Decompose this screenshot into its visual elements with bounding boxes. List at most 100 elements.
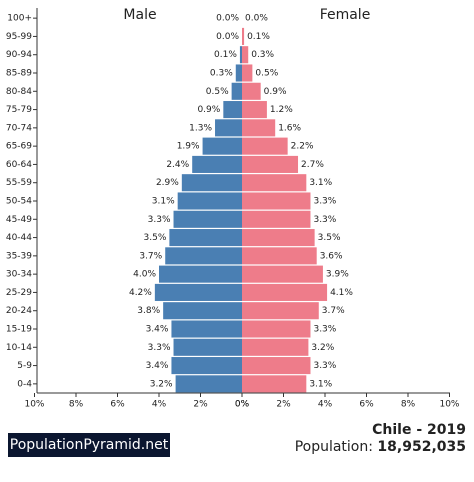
female-bar [242, 265, 323, 283]
female-bar [242, 375, 307, 393]
y-tick-label: 75-79 [6, 105, 32, 115]
x-tick-label: 4% [318, 400, 333, 410]
value-label: 3.2% [150, 379, 173, 389]
male-bar [169, 229, 242, 247]
value-label: 1.6% [278, 123, 301, 133]
female-bar [242, 119, 276, 137]
y-tick-label: 20-24 [6, 306, 32, 316]
chart-title: Chile - 2019 [372, 422, 466, 438]
value-label: 3.1% [309, 379, 332, 389]
value-label: 2.2% [291, 142, 314, 152]
x-tick-label: 2% [276, 400, 291, 410]
female-bar [242, 46, 249, 64]
male-bar [175, 375, 242, 393]
legend-male: Male [123, 7, 156, 23]
source: PopulationPyramid.net [10, 437, 169, 453]
value-label: 3.3% [313, 215, 336, 225]
value-label: 3.4% [146, 361, 169, 371]
y-tick-label: 25-29 [6, 288, 32, 298]
y-tick-label: 70-74 [6, 123, 32, 133]
value-label: 0.0% [216, 32, 239, 42]
value-label: 3.1% [152, 197, 175, 207]
female-bar [242, 210, 311, 228]
female-bar [242, 338, 309, 356]
value-label: 2.4% [166, 160, 189, 170]
female-bar [242, 82, 261, 100]
female-bar [242, 101, 267, 119]
value-label: 2.9% [156, 178, 179, 188]
x-tick-label: 4% [152, 400, 167, 410]
male-bar [165, 247, 242, 265]
population-value: 18,952,035 [377, 439, 466, 455]
female-bar [242, 64, 253, 82]
value-label: 0.0% [245, 14, 268, 24]
value-label: 0.9% [197, 105, 220, 115]
value-label: 1.3% [189, 123, 212, 133]
male-bar [215, 119, 242, 137]
value-label: 4.1% [330, 288, 353, 298]
value-label: 1.9% [177, 142, 200, 152]
y-tick-label: 95-99 [6, 32, 32, 42]
x-tick-label: 8% [401, 400, 416, 410]
y-tick-label: 65-69 [6, 142, 32, 152]
male-bar [163, 302, 242, 320]
value-label: 3.5% [144, 233, 167, 243]
y-tick-label: 100+ [7, 14, 32, 24]
value-label: 1.2% [270, 105, 293, 115]
value-label: 3.3% [148, 343, 171, 353]
value-label: 3.4% [146, 325, 169, 335]
male-bar [202, 137, 242, 155]
female-bar [242, 357, 311, 375]
female-bar [242, 283, 328, 301]
value-label: 0.5% [206, 87, 229, 97]
value-label: 0.3% [210, 69, 233, 79]
male-bar [239, 46, 242, 64]
value-label: 3.3% [313, 325, 336, 335]
x-tick-label: 10% [24, 400, 44, 410]
value-label: 0.9% [264, 87, 287, 97]
x-tick-label: 6% [359, 400, 374, 410]
value-label: 3.7% [322, 306, 345, 316]
value-label: 3.7% [139, 251, 162, 261]
value-label: 4.0% [133, 270, 156, 280]
value-label: 3.2% [311, 343, 334, 353]
female-bar [242, 27, 245, 45]
x-tick-label: 0% [235, 400, 250, 410]
male-bar [171, 320, 242, 338]
value-label: 3.9% [326, 270, 349, 280]
value-label: 0.5% [255, 69, 278, 79]
x-tick-label: 8% [69, 400, 84, 410]
female-bar [242, 192, 311, 210]
value-label: 3.3% [313, 361, 336, 371]
female-bar [242, 229, 315, 247]
female-bar [242, 174, 307, 192]
x-tick-label: 0% [235, 400, 250, 410]
legend-female: Female [320, 7, 371, 23]
x-tick-label: 2% [193, 400, 208, 410]
value-label: 3.1% [309, 178, 332, 188]
female-bar [242, 247, 317, 265]
value-label: 0.3% [251, 50, 274, 60]
male-bar [223, 101, 242, 119]
population: Population: 18,952,035 [295, 439, 466, 455]
value-label: 3.5% [318, 233, 341, 243]
female-bar [242, 155, 299, 173]
value-label: 3.8% [137, 306, 160, 316]
value-label: 3.3% [148, 215, 171, 225]
y-tick-label: 10-14 [6, 343, 32, 353]
y-tick-label: 85-89 [6, 69, 32, 79]
male-bar [154, 283, 242, 301]
value-label: 0.1% [214, 50, 237, 60]
y-tick-label: 80-84 [6, 87, 32, 97]
value-label: 0.0% [216, 14, 239, 24]
male-bar [231, 82, 242, 100]
y-tick-label: 35-39 [6, 251, 32, 261]
male-bar [181, 174, 242, 192]
male-bar [171, 357, 242, 375]
value-label: 3.3% [313, 197, 336, 207]
value-label: 2.7% [301, 160, 324, 170]
male-bar [173, 210, 242, 228]
population-label: Population: [295, 439, 373, 455]
y-tick-label: 30-34 [6, 270, 32, 280]
